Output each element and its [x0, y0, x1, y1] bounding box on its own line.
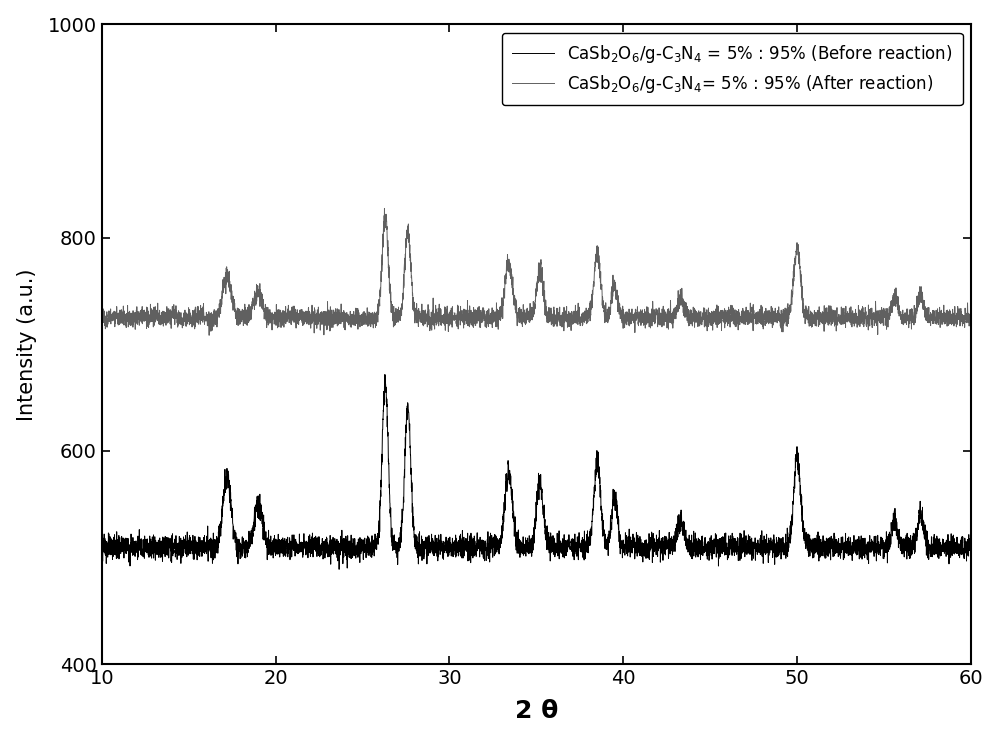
CaSb$_2$O$_6$/g-C$_3$N$_4$= 5% : 95% (After reaction): (59.6, 727): 95% (After reaction): (59.6, 727): [958, 312, 970, 320]
Y-axis label: Intensity (a.u.): Intensity (a.u.): [17, 268, 37, 420]
CaSb$_2$O$_6$/g-C$_3$N$_4$= 5% : 95% (After reaction): (22.1, 722): 95% (After reaction): (22.1, 722): [307, 316, 319, 325]
CaSb$_2$O$_6$/g-C$_3$N$_4$= 5% : 95% (After reaction): (21.9, 734): 95% (After reaction): (21.9, 734): [302, 304, 314, 313]
CaSb$_2$O$_6$/g-C$_3$N$_4$= 5% : 95% (After reaction): (60, 718): 95% (After reaction): (60, 718): [965, 320, 977, 329]
CaSb$_2$O$_6$/g-C$_3$N$_4$ = 5% : 95% (Before reaction): (59.6, 509): 95% (Before reaction): (59.6, 509): [958, 544, 970, 553]
X-axis label: 2 θ: 2 θ: [515, 699, 558, 723]
CaSb$_2$O$_6$/g-C$_3$N$_4$= 5% : 95% (After reaction): (10, 726): 95% (After reaction): (10, 726): [96, 312, 108, 321]
CaSb$_2$O$_6$/g-C$_3$N$_4$ = 5% : 95% (Before reaction): (23.7, 489): 95% (Before reaction): (23.7, 489): [333, 565, 345, 574]
CaSb$_2$O$_6$/g-C$_3$N$_4$ = 5% : 95% (Before reaction): (10, 504): 95% (Before reaction): (10, 504): [96, 549, 108, 558]
CaSb$_2$O$_6$/g-C$_3$N$_4$ = 5% : 95% (Before reaction): (21.9, 511): 95% (Before reaction): (21.9, 511): [302, 542, 314, 551]
Line: CaSb$_2$O$_6$/g-C$_3$N$_4$= 5% : 95% (After reaction): CaSb$_2$O$_6$/g-C$_3$N$_4$= 5% : 95% (Af…: [102, 209, 971, 335]
CaSb$_2$O$_6$/g-C$_3$N$_4$= 5% : 95% (After reaction): (26.3, 827): 95% (After reaction): (26.3, 827): [378, 204, 390, 213]
CaSb$_2$O$_6$/g-C$_3$N$_4$ = 5% : 95% (Before reaction): (22.1, 510): 95% (Before reaction): (22.1, 510): [307, 542, 319, 551]
CaSb$_2$O$_6$/g-C$_3$N$_4$ = 5% : 95% (Before reaction): (21.6, 508): 95% (Before reaction): (21.6, 508): [298, 545, 310, 554]
CaSb$_2$O$_6$/g-C$_3$N$_4$= 5% : 95% (After reaction): (32.4, 719): 95% (After reaction): (32.4, 719): [486, 319, 498, 328]
CaSb$_2$O$_6$/g-C$_3$N$_4$ = 5% : 95% (Before reaction): (28.9, 510): 95% (Before reaction): (28.9, 510): [424, 542, 436, 551]
CaSb$_2$O$_6$/g-C$_3$N$_4$= 5% : 95% (After reaction): (28.9, 718): 95% (After reaction): (28.9, 718): [424, 321, 436, 330]
CaSb$_2$O$_6$/g-C$_3$N$_4$ = 5% : 95% (Before reaction): (32.4, 511): 95% (Before reaction): (32.4, 511): [486, 542, 498, 551]
CaSb$_2$O$_6$/g-C$_3$N$_4$ = 5% : 95% (Before reaction): (26.3, 672): 95% (Before reaction): (26.3, 672): [379, 370, 391, 379]
Legend: CaSb$_2$O$_6$/g-C$_3$N$_4$ = 5% : 95% (Before reaction), CaSb$_2$O$_6$/g-C$_3$N$: CaSb$_2$O$_6$/g-C$_3$N$_4$ = 5% : 95% (B…: [502, 33, 963, 105]
Line: CaSb$_2$O$_6$/g-C$_3$N$_4$ = 5% : 95% (Before reaction): CaSb$_2$O$_6$/g-C$_3$N$_4$ = 5% : 95% (B…: [102, 374, 971, 569]
CaSb$_2$O$_6$/g-C$_3$N$_4$= 5% : 95% (After reaction): (16.2, 708): 95% (After reaction): (16.2, 708): [203, 331, 215, 340]
CaSb$_2$O$_6$/g-C$_3$N$_4$= 5% : 95% (After reaction): (21.6, 722): 95% (After reaction): (21.6, 722): [298, 317, 310, 326]
CaSb$_2$O$_6$/g-C$_3$N$_4$ = 5% : 95% (Before reaction): (60, 511): 95% (Before reaction): (60, 511): [965, 541, 977, 550]
